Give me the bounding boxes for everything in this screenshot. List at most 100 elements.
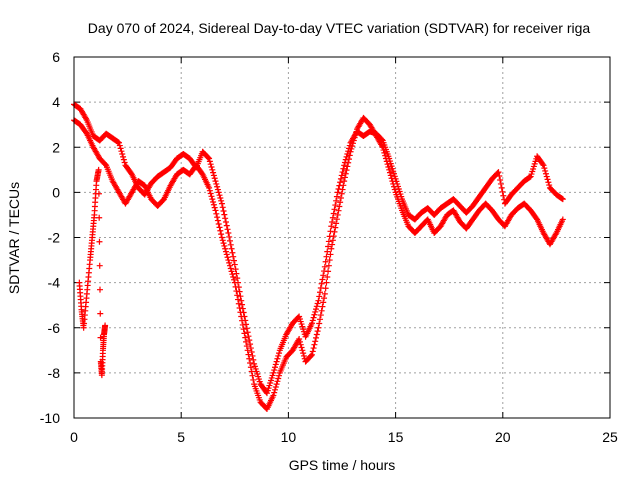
data-point [238,297,245,304]
data-point [218,234,225,241]
data-point [219,237,226,244]
data-point [498,184,505,191]
data-point [250,356,257,363]
data-point [271,389,278,396]
data-point [206,155,213,162]
data-point [208,163,215,170]
data-point [218,197,225,204]
data-point [206,158,213,165]
data-point [539,161,546,168]
data-point [298,344,305,351]
data-point [342,170,349,177]
data-point [545,179,552,186]
data-point [225,229,232,236]
data-point [341,178,348,185]
chart-title: Day 070 of 2024, Sidereal Day-to-day VTE… [88,20,591,36]
data-point [215,189,222,196]
data-point [328,223,335,230]
data-point [325,262,332,269]
series-track-a [71,114,566,412]
data-point [214,183,221,190]
data-point [308,320,315,327]
data-point [220,207,227,214]
data-point [541,165,548,172]
data-point [223,222,230,229]
data-point [214,217,221,224]
data-point [337,179,344,186]
data-point [96,286,103,293]
data-point [212,207,219,214]
x-axis-label: GPS time / hours [289,457,396,473]
data-point [102,322,109,329]
data-marks [71,101,566,412]
data-point [96,262,103,269]
y-tick-label: -2 [48,230,61,246]
data-point [323,279,330,286]
data-point [326,233,333,240]
data-point [308,352,315,359]
data-point [324,248,331,255]
x-tick-label: 10 [281,429,297,445]
data-point [274,355,281,362]
data-point [96,214,103,221]
data-point [317,312,324,319]
data-point [217,227,224,234]
data-point [329,237,336,244]
data-point [224,226,231,233]
x-tick-label: 0 [70,429,78,445]
data-point [334,189,341,196]
data-point [275,352,282,359]
data-point [97,310,104,317]
data-point [247,360,254,367]
data-point [312,308,319,315]
data-point [343,167,350,174]
data-point [213,210,220,217]
data-point [313,303,320,310]
data-point [222,248,229,255]
data-point [226,237,233,244]
data-point [333,216,340,223]
data-point [206,184,213,191]
data-point [344,163,351,170]
data-point [327,228,334,235]
data-point [330,210,337,217]
data-point [247,345,254,352]
data-point [495,169,502,176]
data-point [228,245,235,252]
data-point [385,163,392,170]
data-point [329,218,336,225]
data-point [320,299,327,306]
data-point [226,262,233,269]
data-point [221,211,228,218]
data-point [308,351,315,358]
data-point [313,331,320,338]
data-point [226,233,233,240]
data-point [342,156,349,163]
y-tick-label: -6 [48,320,61,336]
x-tick-label: 5 [177,429,185,445]
y-axis-label: SDTVAR / TECUs [6,182,22,294]
data-point [500,192,507,199]
data-point [243,321,250,328]
data-point [386,169,393,176]
data-point [310,345,317,352]
data-point [228,268,235,275]
data-point [321,263,328,270]
data-point [270,392,277,399]
data-point [542,170,549,177]
data-point [246,337,253,344]
data-point [324,273,331,280]
data-point [244,347,251,354]
data-point [314,300,321,307]
data-point [214,214,221,221]
data-point [315,297,322,304]
data-point [231,261,238,268]
data-point [219,204,226,211]
data-point [314,328,321,335]
data-point [117,145,124,152]
data-point [327,251,334,258]
data-point [339,169,346,176]
data-point [317,289,324,296]
data-point [213,180,220,187]
